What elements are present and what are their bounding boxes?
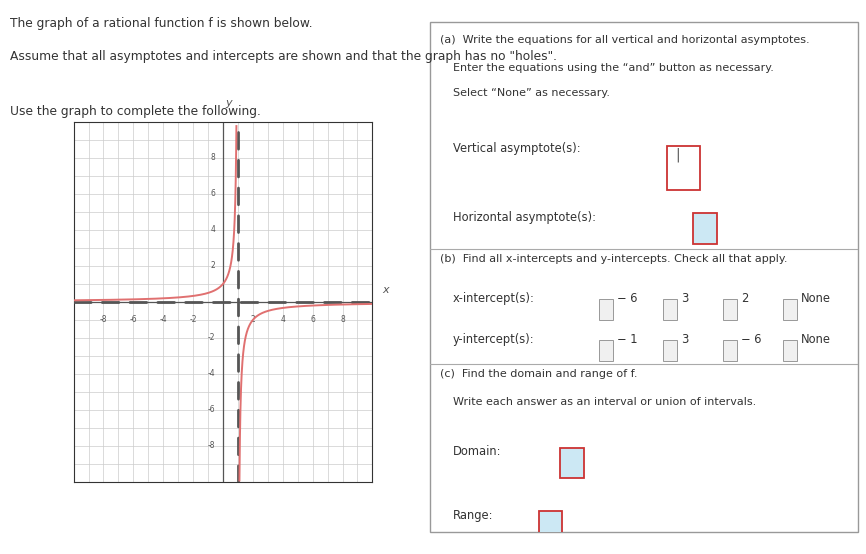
- Text: 2: 2: [210, 261, 216, 270]
- Text: 2: 2: [741, 293, 748, 305]
- Text: y-intercept(s):: y-intercept(s):: [453, 333, 534, 346]
- Bar: [783, 340, 798, 361]
- Text: y: y: [226, 98, 232, 107]
- Text: -6: -6: [130, 315, 137, 324]
- Text: Horizontal asymptote(s):: Horizontal asymptote(s):: [453, 211, 596, 224]
- Text: 4: 4: [281, 315, 285, 324]
- Text: Enter the equations using the “and” button as necessary.: Enter the equations using the “and” butt…: [453, 63, 774, 73]
- Text: Vertical asymptote(s):: Vertical asymptote(s):: [453, 142, 581, 155]
- Bar: [539, 511, 562, 542]
- Text: Select “None” as necessary.: Select “None” as necessary.: [453, 89, 611, 99]
- Text: − 6: − 6: [741, 333, 762, 346]
- Bar: [723, 299, 737, 320]
- Bar: [599, 299, 613, 320]
- Bar: [560, 448, 584, 478]
- Text: Domain:: Domain:: [453, 445, 501, 458]
- Bar: [783, 299, 798, 320]
- Text: -4: -4: [159, 315, 167, 324]
- Text: -6: -6: [208, 406, 216, 414]
- Text: (c)  Find the domain and range of f.: (c) Find the domain and range of f.: [440, 369, 637, 379]
- Text: (a)  Write the equations for all vertical and horizontal asymptotes.: (a) Write the equations for all vertical…: [440, 35, 810, 45]
- Text: − 1: − 1: [617, 333, 637, 346]
- Text: 4: 4: [210, 225, 216, 234]
- Text: -4: -4: [208, 370, 216, 378]
- Bar: [663, 340, 677, 361]
- Text: |: |: [675, 147, 680, 162]
- Text: The graph of a rational function f is shown below.: The graph of a rational function f is sh…: [10, 17, 313, 29]
- Text: 6: 6: [210, 189, 216, 198]
- Bar: [693, 213, 717, 244]
- Text: 2: 2: [250, 315, 255, 324]
- Text: 8: 8: [210, 153, 216, 162]
- Text: 6: 6: [310, 315, 315, 324]
- Text: -2: -2: [208, 334, 216, 342]
- Bar: [599, 340, 613, 361]
- Text: 3: 3: [682, 333, 688, 346]
- Text: x: x: [383, 285, 389, 295]
- Text: 8: 8: [340, 315, 345, 324]
- Text: Assume that all asymptotes and intercepts are shown and that the graph has no "h: Assume that all asymptotes and intercept…: [10, 50, 558, 63]
- Bar: [723, 340, 737, 361]
- Text: None: None: [801, 293, 831, 305]
- Text: -2: -2: [190, 315, 197, 324]
- Text: -8: -8: [208, 442, 216, 450]
- Text: -8: -8: [100, 315, 107, 324]
- Text: Use the graph to complete the following.: Use the graph to complete the following.: [10, 105, 262, 118]
- Bar: [668, 146, 700, 191]
- Text: − 6: − 6: [617, 293, 637, 305]
- Text: (b)  Find all x-intercepts and y-intercepts. Check all that apply.: (b) Find all x-intercepts and y-intercep…: [440, 254, 788, 264]
- Text: Range:: Range:: [453, 509, 494, 522]
- Text: 3: 3: [682, 293, 688, 305]
- Text: x-intercept(s):: x-intercept(s):: [453, 293, 535, 305]
- Text: Write each answer as an interval or union of intervals.: Write each answer as an interval or unio…: [453, 397, 756, 407]
- Text: None: None: [801, 333, 831, 346]
- Bar: [663, 299, 677, 320]
